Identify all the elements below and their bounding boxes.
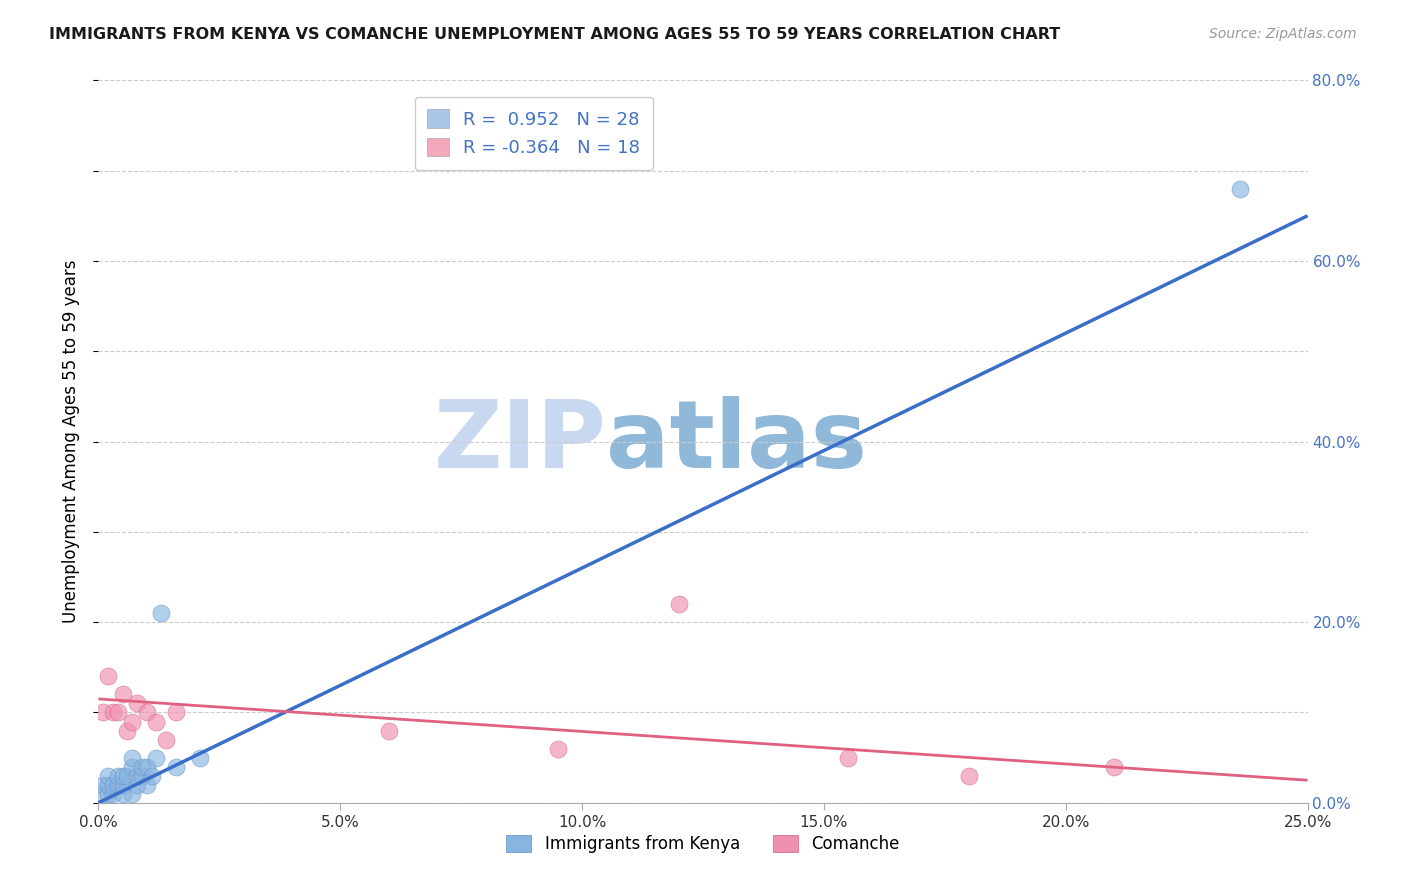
Point [668, 597, 690, 611]
Point [131, 760, 153, 774]
Point [547, 741, 569, 756]
Point [91, 706, 114, 720]
Point [165, 706, 187, 720]
Text: atlas: atlas [606, 395, 868, 488]
Point [131, 769, 153, 783]
Point [107, 769, 129, 783]
Point [91, 787, 114, 801]
Point [111, 687, 134, 701]
Point [127, 769, 149, 783]
Point [188, 750, 211, 764]
Point [837, 750, 859, 764]
Point [111, 778, 134, 792]
Point [135, 760, 157, 774]
Text: ZIP: ZIP [433, 395, 606, 488]
Point [117, 769, 139, 783]
Point [1229, 182, 1251, 196]
Point [111, 769, 134, 783]
Point [145, 750, 167, 764]
Point [150, 606, 173, 620]
Point [155, 732, 177, 747]
Point [121, 714, 143, 729]
Point [377, 723, 399, 738]
Point [107, 778, 129, 792]
Point [117, 723, 139, 738]
Point [165, 760, 187, 774]
Point [97, 778, 120, 792]
Point [121, 760, 143, 774]
Point [141, 769, 163, 783]
Point [91, 778, 114, 792]
Text: IMMIGRANTS FROM KENYA VS COMANCHE UNEMPLOYMENT AMONG AGES 55 TO 59 YEARS CORRELA: IMMIGRANTS FROM KENYA VS COMANCHE UNEMPL… [49, 27, 1060, 42]
Point [101, 787, 124, 801]
Point [127, 778, 149, 792]
Point [135, 778, 157, 792]
Point [97, 787, 120, 801]
Point [1102, 760, 1125, 774]
Point [101, 778, 124, 792]
Point [101, 706, 124, 720]
Point [135, 706, 157, 720]
Point [121, 750, 143, 764]
Point [97, 669, 120, 683]
Point [957, 769, 980, 783]
Point [145, 714, 167, 729]
Legend: Immigrants from Kenya, Comanche: Immigrants from Kenya, Comanche [499, 828, 907, 860]
Point [127, 697, 149, 711]
Point [111, 787, 134, 801]
Point [97, 769, 120, 783]
Point [107, 706, 129, 720]
Y-axis label: Unemployment Among Ages 55 to 59 years: Unemployment Among Ages 55 to 59 years [62, 260, 80, 624]
Text: Source: ZipAtlas.com: Source: ZipAtlas.com [1209, 27, 1357, 41]
Point [121, 787, 143, 801]
